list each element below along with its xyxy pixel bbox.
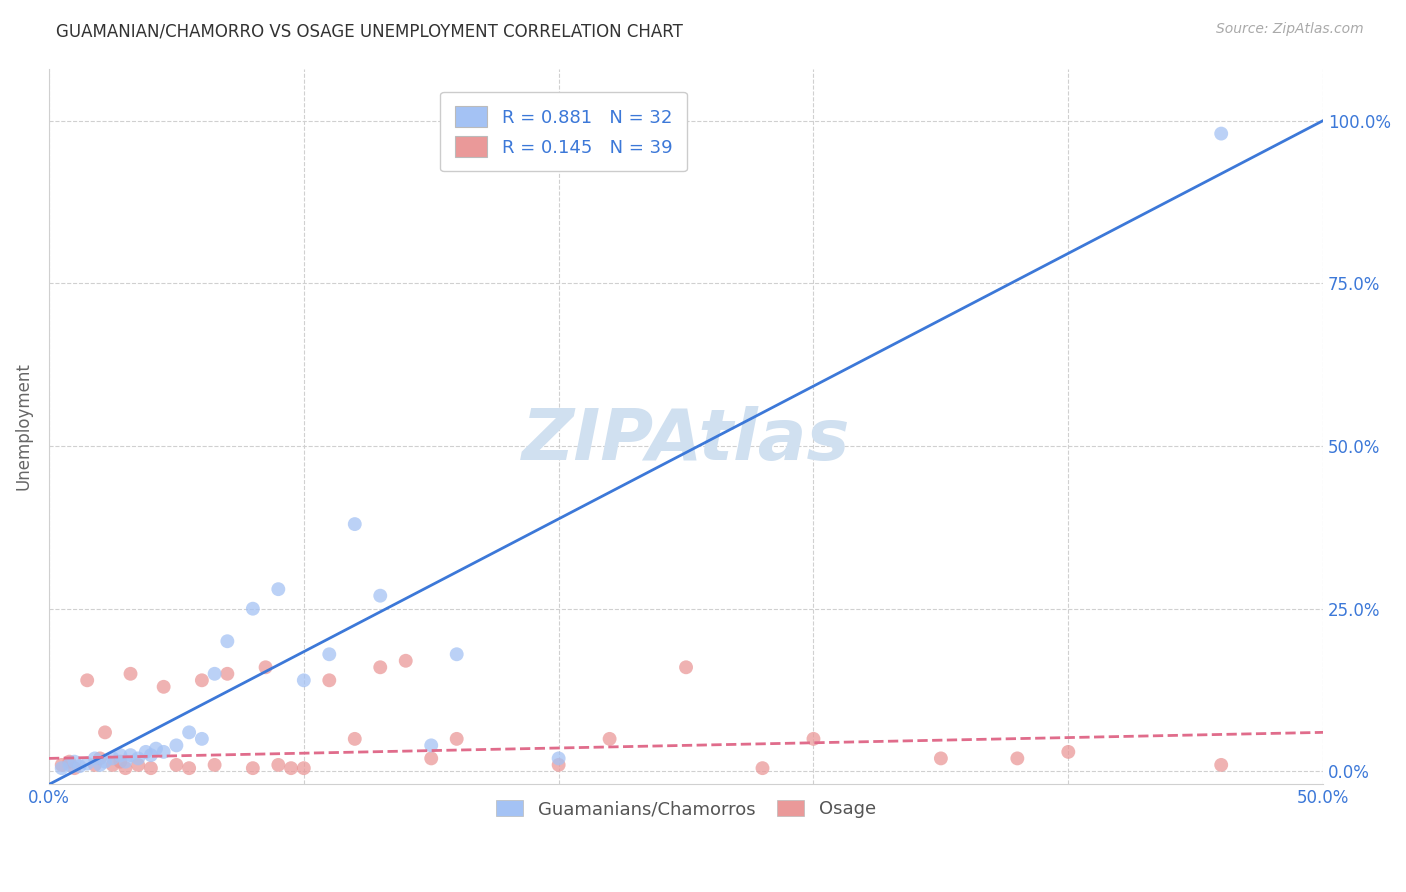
Point [58,758,80,772]
Point [292,673,315,688]
Point [51,761,73,775]
Point [63,755,86,769]
Point [547,758,569,772]
Point [204,666,226,681]
Point [803,731,825,746]
Point [83,751,105,765]
Point [267,582,290,597]
Text: ZIPAtlas: ZIPAtlas [522,406,851,475]
Text: Source: ZipAtlas.com: Source: ZipAtlas.com [1216,22,1364,37]
Point [94,725,117,739]
Point [135,745,157,759]
Y-axis label: Unemployment: Unemployment [15,362,32,491]
Point [1211,758,1233,772]
Point [63,761,86,775]
Point [217,634,239,648]
Point [254,660,277,674]
Point [120,748,142,763]
Point [318,673,340,688]
Point [110,755,132,769]
Point [152,745,174,759]
Point [83,758,105,772]
Point [179,725,201,739]
Point [127,751,149,765]
Point [280,761,302,775]
Point [446,647,468,661]
Point [76,756,98,771]
Point [145,741,167,756]
Point [1007,751,1029,765]
Point [751,761,773,775]
Point [420,751,443,765]
Point [139,761,162,775]
Point [368,660,391,674]
Point [89,751,111,765]
Point [89,758,111,772]
Point [101,751,124,765]
Point [114,761,136,775]
Point [165,758,187,772]
Point [292,761,315,775]
Point [191,673,214,688]
Point [1211,127,1233,141]
Point [1057,745,1080,759]
Point [110,748,132,763]
Point [420,739,443,753]
Point [51,758,73,772]
Point [446,731,468,746]
Point [929,751,952,765]
Point [343,731,366,746]
Point [343,517,366,532]
Point [179,761,201,775]
Legend: Guamanians/Chamorros, Osage: Guamanians/Chamorros, Osage [489,793,883,825]
Point [114,755,136,769]
Point [204,758,226,772]
Point [318,647,340,661]
Point [675,660,697,674]
Text: GUAMANIAN/CHAMORRO VS OSAGE UNEMPLOYMENT CORRELATION CHART: GUAMANIAN/CHAMORRO VS OSAGE UNEMPLOYMENT… [56,22,683,40]
Point [69,759,91,773]
Point [139,748,162,763]
Point [94,755,117,769]
Point [599,731,621,746]
Point [217,666,239,681]
Point [120,666,142,681]
Point [101,758,124,772]
Point [165,739,187,753]
Point [547,751,569,765]
Point [395,654,418,668]
Point [76,673,98,688]
Point [191,731,214,746]
Point [152,680,174,694]
Point [58,755,80,769]
Point [242,761,264,775]
Point [127,758,149,772]
Point [368,589,391,603]
Point [242,601,264,615]
Point [267,758,290,772]
